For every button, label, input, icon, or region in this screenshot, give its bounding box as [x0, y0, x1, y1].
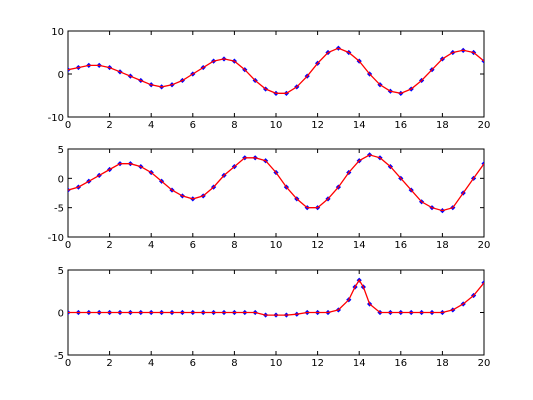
x-tick-label: 8 — [231, 120, 237, 131]
y-tick-label: 0 — [58, 174, 64, 185]
y-tick-label: 5 — [58, 266, 64, 277]
y-tick-label: -5 — [54, 204, 64, 215]
x-tick-label: 16 — [394, 358, 407, 369]
x-tick-label: 4 — [148, 240, 154, 251]
y-tick-label: 0 — [58, 309, 64, 320]
axes-frame — [67, 148, 485, 238]
x-tick-label: 14 — [353, 120, 366, 131]
y-tick-label: 10 — [51, 27, 64, 38]
x-tick-label: 10 — [270, 240, 283, 251]
fit-line — [68, 47, 484, 94]
x-tick-label: 16 — [394, 120, 407, 131]
x-tick-label: 8 — [231, 358, 237, 369]
y-tick-label: -10 — [48, 233, 64, 244]
series-2 — [68, 154, 484, 212]
x-tick-label: 0 — [65, 358, 71, 369]
x-tick-label: 20 — [478, 358, 491, 369]
x-tick-label: 12 — [311, 120, 324, 131]
x-tick-label: 18 — [436, 358, 449, 369]
x-tick-label: 16 — [394, 240, 407, 251]
x-tick-label: 20 — [478, 240, 491, 251]
x-tick-label: 2 — [106, 358, 112, 369]
y-tick-label: -10 — [48, 113, 64, 124]
x-tick-label: 6 — [190, 358, 196, 369]
x-tick-label: 8 — [231, 240, 237, 251]
x-tick-label: 0 — [65, 120, 71, 131]
series-2 — [68, 278, 484, 316]
x-tick-label: 12 — [311, 358, 324, 369]
fit-line — [68, 278, 484, 316]
x-tick-label: 10 — [270, 120, 283, 131]
x-tick-label: 18 — [436, 120, 449, 131]
y-tick-label: 5 — [58, 145, 64, 156]
y-tick-label: -5 — [54, 351, 64, 362]
axes-frame — [67, 30, 485, 118]
x-tick-label: 6 — [190, 240, 196, 251]
x-tick-label: 14 — [353, 358, 366, 369]
x-tick-label: 20 — [478, 120, 491, 131]
fit-line — [68, 154, 484, 212]
subplot-2: 0 2 4 6 8 10 12 14 16 18 20 -10 -5 0 5 — [48, 145, 491, 251]
subplot-3: 0 2 4 6 8 10 12 14 16 18 20-505 — [54, 266, 490, 369]
x-tick-label: 2 — [106, 240, 112, 251]
x-tick-label: 6 — [190, 120, 196, 131]
x-tick-label: 4 — [148, 358, 154, 369]
y-tick-label: 0 — [58, 70, 64, 81]
series-2 — [68, 47, 484, 94]
x-tick-label: 4 — [148, 120, 154, 131]
x-tick-label: 18 — [436, 240, 449, 251]
x-tick-label: 12 — [311, 240, 324, 251]
x-tick-label: 2 — [106, 120, 112, 131]
x-tick-label: 10 — [270, 358, 283, 369]
x-tick-label: 14 — [353, 240, 366, 251]
x-tick-label: 0 — [65, 240, 71, 251]
